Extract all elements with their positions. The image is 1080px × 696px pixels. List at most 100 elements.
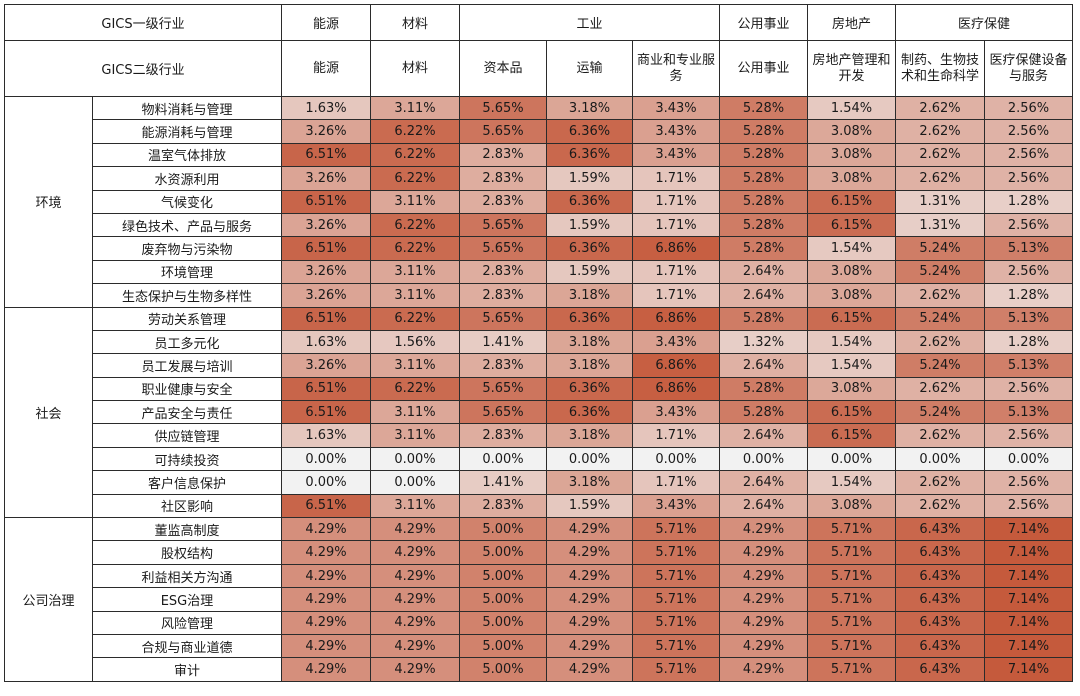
heatmap-cell: 5.00% (459, 587, 547, 612)
heatmap-cell: 5.71% (632, 563, 720, 589)
heatmap-cell: 6.36% (546, 119, 633, 144)
heatmap-cell: 6.36% (546, 189, 633, 214)
heatmap-cell: 3.26% (281, 212, 371, 238)
heatmap-cell: 6.43% (895, 633, 985, 659)
heatmap-cell: 5.24% (895, 306, 985, 331)
heatmap-cell: 1.63% (281, 423, 371, 448)
table-row: 环境管理 3.26% 3.11% 2.83% 1.59% 1.71% 2.64% 3.08% 5… (5, 259, 1073, 285)
heatmap-cell: 0.00% (370, 470, 460, 495)
heatmap-cell: 5.71% (807, 587, 896, 612)
heatmap-cell: 5.71% (807, 540, 896, 565)
table-row: ESG治理 4.29% 4.29% 5.00% 4.29% 5.71% 4.29% 5.71%… (5, 587, 1073, 612)
heatmap-cell: 3.43% (632, 329, 720, 355)
heatmap-cell: 5.71% (632, 517, 720, 542)
indicator-label: 审计 (92, 657, 282, 682)
table-row: 水资源利用 3.26% 6.22% 2.83% 1.59% 1.71% 5.28% 3.08%… (5, 166, 1073, 191)
heatmap-cell: 3.08% (807, 376, 896, 402)
heatmap-cell: 4.29% (370, 610, 460, 635)
heatmap-cell: 2.83% (459, 189, 547, 214)
indicator-label: 废弃物与污染物 (92, 236, 282, 261)
table-row: 生态保护与生物多样性 3.26% 3.11% 2.83% 3.18% 1.71% 2.64%… (5, 283, 1073, 308)
indicator-label: 客户信息保护 (92, 470, 282, 495)
heatmap-cell: 3.11% (370, 259, 460, 285)
heatmap-cell: 5.71% (807, 610, 896, 635)
heatmap-cell: 3.26% (281, 283, 371, 308)
indicator-label: 风险管理 (92, 610, 282, 635)
heatmap-cell: 6.15% (807, 423, 896, 448)
heatmap-cell: 5.71% (632, 633, 720, 659)
industry-level2-header: 能源 (281, 40, 371, 97)
heatmap-cell: 4.29% (281, 540, 371, 565)
heatmap-cell: 5.71% (807, 563, 896, 589)
header-row-level1: GICS一级行业 能源 材料 工业 公用事业 房地产 医疗保健 (4, 4, 1073, 41)
table-row: 审计 4.29% 4.29% 5.00% 4.29% 5.71% 4.29% 5.71% 6.4… (5, 657, 1073, 682)
heatmap-cell: 6.36% (546, 376, 633, 402)
header-label-level2: GICS二级行业 (4, 40, 282, 97)
heatmap-cell: 2.64% (719, 423, 808, 448)
heatmap-cell: 1.59% (546, 166, 633, 191)
heatmap-cell: 5.65% (459, 212, 547, 238)
heatmap-cell: 2.83% (459, 423, 547, 448)
heatmap-cell: 5.71% (807, 633, 896, 659)
indicator-label: 生态保护与生物多样性 (92, 283, 282, 308)
header-row-level2: GICS二级行业 能源 材料 资本品 运输 商业和专业服务 公用事业 房地产管理和开发 制药、生… (4, 40, 1073, 97)
heatmap-cell: 0.00% (719, 446, 808, 472)
heatmap-cell: 1.54% (807, 470, 896, 495)
heatmap-cell: 7.14% (984, 540, 1073, 565)
heatmap-cell: 6.86% (632, 306, 720, 331)
heatmap-cell: 5.28% (719, 376, 808, 402)
heatmap-cell: 6.15% (807, 212, 896, 238)
heatmap-cell: 3.18% (546, 353, 633, 378)
heatmap-cell: 6.22% (370, 142, 460, 168)
indicator-label: ESG治理 (92, 587, 282, 612)
heatmap-cell: 3.43% (632, 493, 720, 519)
heatmap-cell: 2.83% (459, 142, 547, 168)
heatmap-cell: 5.65% (459, 119, 547, 144)
heatmap-cell: 3.08% (807, 283, 896, 308)
heatmap-cell: 0.00% (807, 446, 896, 472)
heatmap-cell: 3.26% (281, 166, 371, 191)
heatmap-cell: 6.43% (895, 587, 985, 612)
pillar-group-label: 公司治理 (4, 517, 93, 682)
heatmap-cell: 1.41% (459, 329, 547, 355)
heatmap-cell: 6.51% (281, 400, 371, 425)
heatmap-cell: 6.22% (370, 306, 460, 331)
heatmap-cell: 2.64% (719, 470, 808, 495)
indicator-label: 合规与商业道德 (92, 633, 282, 659)
heatmap-cell: 6.15% (807, 306, 896, 331)
heatmap-cell: 3.26% (281, 119, 371, 144)
heatmap-cell: 4.29% (719, 587, 808, 612)
heatmap-cell: 6.86% (632, 353, 720, 378)
heatmap-cell: 0.00% (281, 446, 371, 472)
heatmap-cell: 5.71% (807, 657, 896, 682)
heatmap-cell: 2.56% (984, 259, 1073, 285)
heatmap-cell: 6.22% (370, 119, 460, 144)
heatmap-cell: 2.62% (895, 423, 985, 448)
heatmap-cell: 1.59% (546, 493, 633, 519)
heatmap-cell: 4.29% (370, 587, 460, 612)
heatmap-cell: 5.71% (632, 657, 720, 682)
heatmap-cell: 3.18% (546, 283, 633, 308)
heatmap-cell: 4.29% (370, 563, 460, 589)
table-row: 可持续投资 0.00% 0.00% 0.00% 0.00% 0.00% 0.00% 0.00%… (5, 446, 1073, 472)
heatmap-cell: 1.63% (281, 329, 371, 355)
sector-level1-header: 公用事业 (719, 4, 808, 41)
heatmap-cell: 2.56% (984, 95, 1073, 121)
heatmap-cell: 5.65% (459, 376, 547, 402)
heatmap-cell: 3.11% (370, 353, 460, 378)
heatmap-cell: 2.62% (895, 119, 985, 144)
heatmap-cell: 1.54% (807, 329, 896, 355)
heatmap-cell: 5.00% (459, 540, 547, 565)
table-row: 客户信息保护 0.00% 0.00% 1.41% 3.18% 1.71% 2.64% 1.54… (5, 470, 1073, 495)
heatmap-cell: 3.11% (370, 95, 460, 121)
heatmap-cell: 0.00% (984, 446, 1073, 472)
industry-level2-header: 房地产管理和开发 (807, 40, 896, 97)
heatmap-cell: 4.29% (281, 517, 371, 542)
heatmap-cell: 4.29% (719, 657, 808, 682)
heatmap-cell: 1.28% (984, 283, 1073, 308)
heatmap-cell: 6.51% (281, 306, 371, 331)
heatmap-cell: 0.00% (895, 446, 985, 472)
heatmap-cell: 6.15% (807, 189, 896, 214)
industry-level2-header: 运输 (546, 40, 633, 97)
heatmap-cell: 2.56% (984, 423, 1073, 448)
